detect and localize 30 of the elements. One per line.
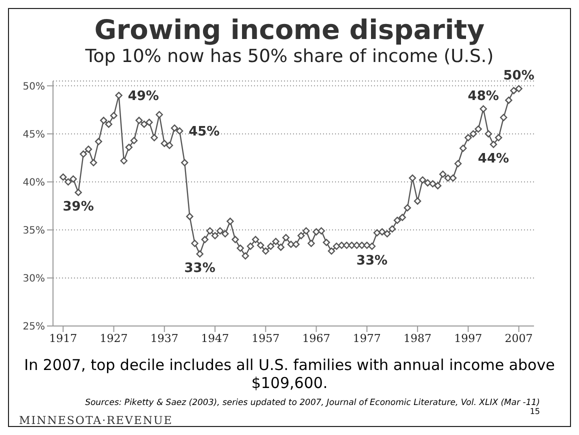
- source-note: Sources: Piketty & Saez (2003), series updated to 2007, Journal of Economic Literature, Vol. XLIX (Mar -11): [84, 398, 540, 408]
- annotation: 33%: [356, 253, 388, 268]
- x-tick-label: 1987: [404, 332, 432, 345]
- x-tick-label: 1927: [100, 332, 128, 345]
- x-tick-label: 1947: [201, 332, 230, 345]
- annotation: 49%: [128, 89, 159, 104]
- y-tick-label: 45%: [22, 129, 45, 140]
- annotation: 39%: [62, 200, 94, 215]
- text: 15: [530, 407, 540, 416]
- y-tick-label: 50%: [22, 81, 45, 92]
- x-tick-label: 1957: [252, 332, 280, 345]
- x-tick-label: 1977: [352, 332, 381, 345]
- chart-subtitle: Top 10% now has 50% share of income (U.S.): [84, 46, 495, 67]
- text: In 2007, top decile includes all U.S. families with annual income above $109,600.: [23, 356, 556, 392]
- x-tick-label: 2007: [504, 332, 533, 345]
- annotation: 33%: [184, 261, 216, 276]
- annotation: 44%: [478, 152, 510, 167]
- annotation: 45%: [188, 124, 220, 140]
- x-tick-label: 1937: [150, 332, 178, 345]
- x-tick-label: 1967: [302, 332, 330, 345]
- y-tick-label: 25%: [22, 322, 45, 333]
- y-tick-label: 35%: [22, 225, 45, 236]
- x-tick-label: 1917: [49, 332, 78, 345]
- annotation: 50%: [503, 68, 534, 84]
- text: MINNESOTA·REVENUE: [19, 414, 173, 427]
- x-tick-label: 1997: [454, 332, 482, 345]
- y-tick-label: 40%: [22, 177, 45, 188]
- annotation: 48%: [468, 88, 499, 104]
- y-tick-label: 30%: [22, 274, 45, 285]
- chart-title: Growing income disparity: [93, 15, 486, 46]
